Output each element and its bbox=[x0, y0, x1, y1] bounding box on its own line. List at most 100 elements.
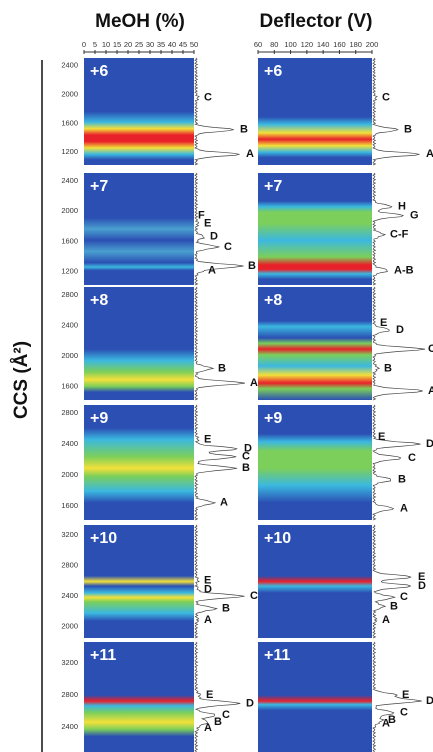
peak-label: C-F bbox=[390, 229, 409, 241]
heatmap bbox=[84, 173, 194, 285]
y-tick-label: 2400 bbox=[61, 320, 78, 329]
peak-label: F bbox=[198, 209, 205, 221]
peak-label: B bbox=[384, 362, 392, 374]
x-tick-label: 140 bbox=[317, 40, 330, 49]
y-tick-label: 2000 bbox=[61, 351, 78, 360]
peak-label: H bbox=[398, 201, 406, 213]
heatmap bbox=[84, 405, 194, 520]
peak-label: B bbox=[242, 462, 250, 474]
peak-label: D bbox=[426, 695, 433, 707]
y-tick-label: 3200 bbox=[61, 658, 78, 667]
spectrum-trace bbox=[372, 286, 426, 401]
peak-label: C bbox=[242, 451, 250, 463]
peak-label: C bbox=[204, 91, 212, 103]
y-tick-label: 2400 bbox=[61, 722, 78, 731]
y-tick-label: 2400 bbox=[61, 176, 78, 185]
y-tick-label: 1200 bbox=[61, 267, 78, 276]
y-tick-label: 3200 bbox=[61, 530, 78, 539]
charge-label: +10 bbox=[90, 530, 117, 547]
peak-label: B bbox=[222, 603, 230, 615]
peak-label: B bbox=[240, 124, 248, 136]
heatmap bbox=[258, 642, 372, 752]
peak-label: A-B bbox=[394, 264, 414, 276]
peak-label: D bbox=[246, 697, 254, 709]
peak-label: E bbox=[204, 574, 211, 586]
peak-label: A bbox=[382, 717, 390, 729]
peak-label: C bbox=[428, 343, 433, 355]
charge-label: +7 bbox=[264, 178, 282, 195]
peak-label: B bbox=[404, 124, 412, 136]
charge-label: +8 bbox=[264, 292, 282, 309]
y-tick-label: 1600 bbox=[61, 236, 78, 245]
charge-label: +8 bbox=[90, 292, 108, 309]
x-tick-label: 35 bbox=[157, 40, 165, 49]
charge-label: +9 bbox=[264, 410, 282, 427]
x-tick-label: 60 bbox=[254, 40, 262, 49]
peak-label: A bbox=[426, 148, 433, 160]
peak-label: C bbox=[400, 591, 408, 603]
peak-label: B bbox=[218, 362, 226, 374]
x-tick-label: 100 bbox=[284, 40, 297, 49]
spectrum-trace bbox=[194, 57, 240, 166]
peak-label: C bbox=[222, 709, 230, 721]
peak-label: A bbox=[382, 614, 390, 626]
charge-label: +6 bbox=[264, 63, 282, 80]
spectrum-trace bbox=[194, 404, 238, 521]
heatmap bbox=[84, 58, 194, 165]
peak-label: E bbox=[418, 571, 425, 583]
x-tick-label: 10 bbox=[102, 40, 110, 49]
spectrum-trace bbox=[372, 524, 412, 639]
peak-label: A bbox=[208, 264, 216, 276]
heatmap bbox=[84, 642, 194, 752]
y-tick-label: 2000 bbox=[61, 89, 78, 98]
spectrum-trace bbox=[372, 641, 422, 752]
peak-label: D bbox=[210, 231, 218, 243]
y-tick-label: 2800 bbox=[61, 561, 78, 570]
spectrum-trace bbox=[194, 524, 245, 639]
peak-label: B bbox=[390, 600, 398, 612]
x-tick-label: 20 bbox=[124, 40, 132, 49]
x-tick-label: 5 bbox=[93, 40, 97, 49]
peak-label: C bbox=[400, 707, 408, 719]
spectrum-trace bbox=[194, 172, 244, 286]
peak-label: G bbox=[410, 209, 419, 221]
x-tick-label: 45 bbox=[179, 40, 187, 49]
column-title: Deflector (V) bbox=[260, 11, 373, 32]
y-tick-label: 2000 bbox=[61, 470, 78, 479]
peak-label: B bbox=[214, 716, 222, 728]
peak-label: E bbox=[378, 431, 385, 443]
x-tick-label: 25 bbox=[135, 40, 143, 49]
y-tick-label: 1200 bbox=[61, 147, 78, 156]
heatmap bbox=[258, 405, 372, 520]
y-tick-label: 2000 bbox=[61, 622, 78, 631]
peak-label: D bbox=[244, 443, 252, 455]
y-tick-label: 2000 bbox=[61, 206, 78, 215]
peak-label: E bbox=[206, 689, 213, 701]
peak-label: D bbox=[396, 324, 404, 336]
y-tick-label: 2800 bbox=[61, 290, 78, 299]
y-tick-label: 2400 bbox=[61, 591, 78, 600]
peak-label: A bbox=[204, 722, 212, 734]
spectrum-trace bbox=[372, 172, 405, 286]
x-tick-label: 80 bbox=[270, 40, 278, 49]
x-tick-label: 200 bbox=[366, 40, 379, 49]
y-tick-label: 2400 bbox=[61, 60, 78, 69]
x-tick-label: 120 bbox=[301, 40, 314, 49]
peak-label: E bbox=[402, 689, 409, 701]
x-tick-label: 180 bbox=[349, 40, 362, 49]
x-tick-label: 50 bbox=[190, 40, 198, 49]
x-tick-label: 160 bbox=[333, 40, 346, 49]
heatmap bbox=[258, 173, 372, 285]
peak-label: A bbox=[246, 148, 254, 160]
heatmap bbox=[258, 525, 372, 638]
spectrum-trace bbox=[371, 57, 420, 166]
x-tick-label: 15 bbox=[113, 40, 121, 49]
charge-label: +11 bbox=[90, 647, 116, 664]
x-tick-label: 30 bbox=[146, 40, 154, 49]
peak-label: C bbox=[224, 241, 232, 253]
y-tick-label: 2800 bbox=[61, 690, 78, 699]
charge-label: +11 bbox=[264, 647, 290, 664]
peak-label: C bbox=[382, 91, 390, 103]
peak-label: A bbox=[400, 502, 408, 514]
